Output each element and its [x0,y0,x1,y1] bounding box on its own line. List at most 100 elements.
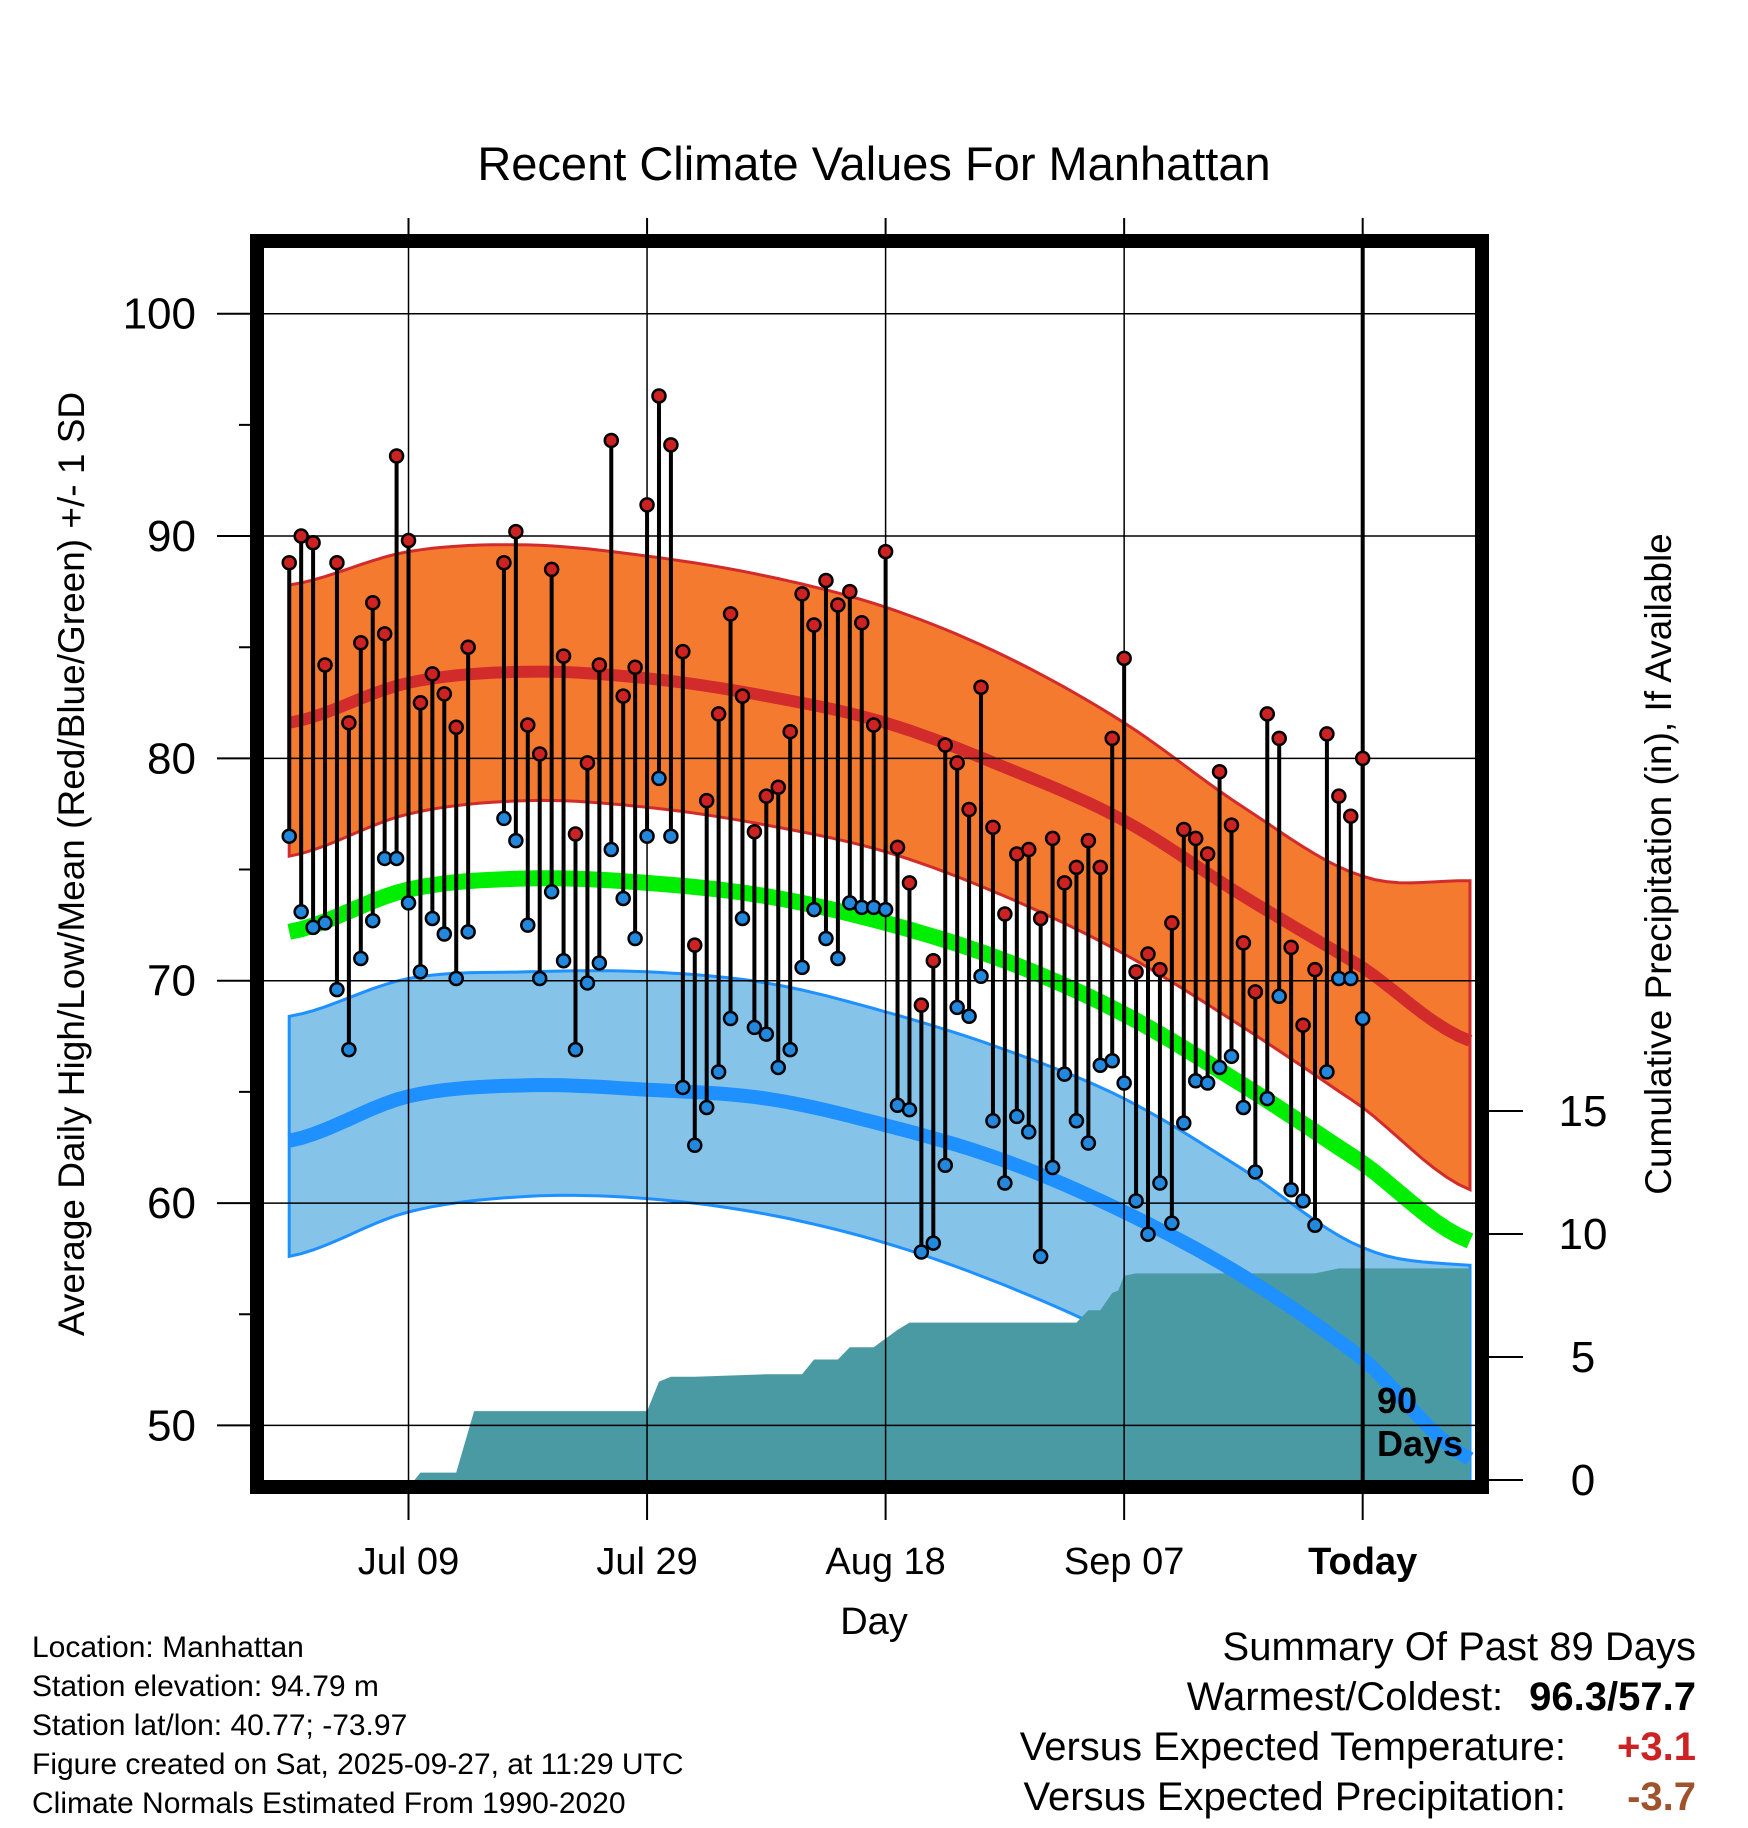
daily-low-point [341,1041,357,1058]
today-days-label-line: 90 [1377,1380,1417,1421]
daily-high-point [388,448,405,464]
daily-low-point [329,981,345,998]
daily-low-point [925,1235,942,1251]
y2-axis-label: Cumulative Precipitation (in), If Availa… [1638,533,1679,1195]
daily-low-point [448,970,464,987]
daily-low-point [496,810,512,827]
daily-low-point [1343,970,1359,987]
daily-high-point [508,523,524,540]
daily-low-point [1080,1135,1097,1151]
daily-low-point [520,917,536,933]
y-tick-label: 60 [147,1179,196,1228]
daily-high-point [1247,984,1264,1000]
daily-high-point [997,906,1013,922]
daily-high-point [1032,910,1049,927]
summary-title: Summary Of Past 89 Days [1222,1625,1696,1669]
daily-low-point [1247,1164,1264,1180]
daily-high-point [877,543,894,560]
daily-high-point [1223,817,1240,833]
x-tick-label: Sep 07 [1064,1541,1184,1583]
daily-low-point [675,1079,691,1096]
daily-high-point [782,723,798,740]
daily-low-point [1235,1099,1252,1116]
daily-high-point [1056,875,1073,891]
daily-high-point [627,659,643,675]
x-tick-label: Aug 18 [825,1541,945,1583]
daily-low-point [949,999,965,1016]
daily-low-point [460,924,476,940]
daily-high-point [722,606,739,622]
y-tick-label: 100 [123,290,196,339]
precip-anomaly-row: Versus Expected Precipitation: -3.7 [1020,1772,1696,1822]
temp-anomaly-row: Versus Expected Temperature: +3.1 [1020,1722,1696,1772]
daily-low-point [1128,1193,1144,1209]
daily-high-point [758,788,775,804]
daily-high-point [579,755,596,771]
daily-high-point [520,717,536,733]
daily-high-point [341,715,357,731]
daily-low-point [1104,1053,1120,1069]
daily-high-point [913,997,930,1013]
daily-high-point [364,594,381,611]
daily-low-point [388,850,405,867]
daily-high-point [853,615,870,631]
daily-high-point [1199,846,1216,862]
daily-low-point [436,926,453,942]
daily-observations [281,388,1371,1265]
daily-low-point [1152,1175,1168,1191]
daily-high-point [889,839,906,856]
daily-high-point [543,561,560,578]
daily-high-point [1331,788,1347,804]
summary-panel: Summary Of Past 89 Days Warmest/Coldest:… [1020,1622,1696,1822]
daily-high-point [567,826,584,842]
daily-low-point [555,952,572,969]
daily-high-point [925,952,942,969]
daily-high-point [794,586,810,602]
y2-tick-label: 15 [1559,1087,1608,1136]
daily-high-point [460,639,476,655]
y2-tick-label: 5 [1571,1333,1595,1382]
coldest-value: 57.7 [1618,1675,1696,1719]
daily-high-point [555,648,572,664]
figure-created: Figure created on Sat, 2025-09-27, at 11… [32,1748,684,1781]
daily-low-point [710,1064,727,1080]
daily-high-point [746,824,763,840]
daily-low-point [806,901,822,918]
warm-cold-row: Warmest/Coldest: 96.3/57.7 [1020,1672,1696,1722]
daily-low-point [412,964,429,980]
daily-high-point [830,597,846,613]
daily-low-point [317,915,333,931]
daily-high-point [591,657,608,673]
daily-high-point [818,572,834,589]
daily-high-point [949,755,965,771]
x-tick-label: Jul 09 [358,1541,459,1583]
daily-low-point [937,1157,953,1174]
daily-low-point [651,770,667,787]
station-info: Location: Manhattan Station elevation: 9… [32,1628,684,1823]
warm-cold-label: Warmest/Coldest: [1186,1675,1504,1719]
mean-normal-line [287,870,1474,1249]
daily-low-point [734,910,751,927]
daily-high-point [1068,859,1085,876]
daily-high-point [1176,821,1192,838]
daily-low-point [985,1113,1001,1129]
daily-high-point [1152,961,1168,978]
daily-low-point [543,884,560,900]
climate-normals-period: Climate Normals Estimated From 1990-2020 [32,1787,626,1820]
daily-high-point [1104,730,1120,747]
daily-low-point [877,901,894,918]
daily-high-point [806,617,822,633]
daily-high-point [1020,841,1037,858]
cumulative-precip-area [289,1268,1471,1480]
daily-low-point [901,1101,918,1118]
x-axis-label: Day [840,1601,908,1643]
daily-low-point [1223,1048,1240,1065]
daily-low-point [281,828,297,844]
daily-low-point [913,1244,930,1260]
daily-low-point [746,1019,763,1036]
daily-low-point [1283,1181,1299,1198]
daily-high-point [937,737,953,753]
y-axis-label: Average Daily High/Low/Mean (Red/Blue/Gr… [51,392,92,1336]
daily-high-point [400,532,417,549]
station-latlon: Station lat/lon: 40.77; -73.97 [32,1709,408,1742]
